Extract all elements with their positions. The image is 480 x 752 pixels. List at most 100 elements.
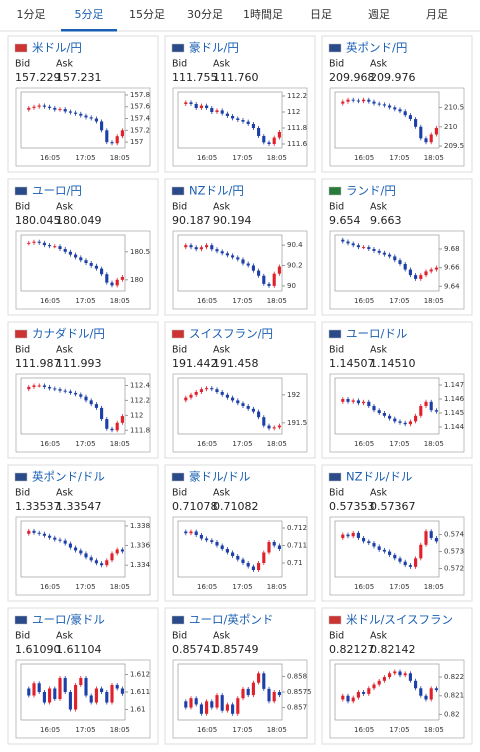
candle: [231, 397, 235, 401]
candle: [419, 544, 423, 559]
candle: [84, 115, 88, 118]
pair-name[interactable]: 豪ドル/ドル: [189, 470, 250, 484]
x-tick-label: 16:05: [40, 154, 60, 162]
candle: [115, 549, 119, 554]
pair-name[interactable]: 英ポンド/円: [346, 41, 407, 55]
tab[interactable]: 30分足: [187, 8, 223, 21]
candle: [32, 385, 36, 387]
candle: [419, 406, 423, 416]
chart-border: [172, 659, 308, 739]
x-tick-label: 16:05: [354, 154, 374, 162]
pair-name[interactable]: NZドル/円: [189, 184, 244, 198]
candle: [58, 678, 62, 699]
flag: [328, 329, 342, 339]
candle: [424, 401, 428, 406]
plot-frame: [20, 91, 126, 149]
tab[interactable]: 月足: [426, 8, 448, 21]
pair-name[interactable]: 米ドル/スイスフラン: [346, 613, 453, 627]
ask-value: 111.993: [56, 357, 102, 370]
plot-frame: [334, 91, 440, 149]
x-tick-label: 17:05: [75, 440, 95, 448]
candle: [267, 142, 271, 144]
candle: [89, 695, 93, 703]
candle: [341, 534, 345, 538]
candle: [356, 692, 360, 698]
ask-label: Ask: [213, 488, 230, 499]
candle: [205, 388, 209, 390]
tab[interactable]: 日足: [310, 8, 332, 21]
pair-name[interactable]: ユーロ/円: [32, 184, 82, 198]
candle: [184, 397, 188, 401]
tab[interactable]: 15分足: [129, 8, 165, 21]
candle: [194, 104, 198, 108]
x-tick-label: 18:05: [110, 583, 130, 591]
candle: [393, 256, 397, 261]
candle: [393, 554, 397, 559]
candle: [346, 241, 350, 244]
candle: [377, 546, 381, 550]
candle: [414, 680, 418, 689]
candle: [267, 283, 271, 286]
bid-label: Bid: [329, 59, 344, 70]
candle: [414, 558, 418, 567]
candle: [89, 557, 93, 561]
candle: [434, 537, 438, 542]
pair-name[interactable]: カナダドル/円: [32, 327, 105, 341]
x-tick-label: 18:05: [267, 297, 287, 305]
candle: [388, 254, 392, 257]
candle: [257, 563, 261, 570]
x-tick-label: 17:05: [389, 297, 409, 305]
candle: [225, 253, 229, 256]
pair-name[interactable]: 米ドル/円: [32, 41, 82, 55]
candle: [210, 540, 214, 542]
y-tick-label: 1.336: [130, 542, 151, 550]
chart-border: [329, 516, 465, 596]
y-tick-label: 0.71: [287, 559, 303, 567]
candle: [356, 245, 360, 248]
candle: [408, 115, 412, 120]
bid-value: 1.14507: [329, 357, 375, 370]
pair-name[interactable]: 英ポンド/ドル: [32, 470, 105, 484]
tab[interactable]: 1時間足: [243, 8, 283, 21]
candle: [79, 257, 83, 261]
bid-value: 0.82127: [329, 643, 375, 656]
candle: [37, 683, 41, 692]
chart-border: [15, 87, 151, 167]
y-tick-label: 111.8: [287, 124, 307, 132]
ask-label: Ask: [370, 488, 387, 499]
x-tick-label: 16:05: [40, 583, 60, 591]
candle: [42, 533, 46, 536]
candle: [100, 268, 104, 275]
candle: [189, 531, 193, 534]
ask-value: 180.049: [56, 214, 102, 227]
candle: [89, 117, 93, 119]
candle: [241, 259, 245, 264]
pair-name[interactable]: ユーロ/豪ドル: [32, 613, 105, 627]
candle: [105, 130, 109, 143]
tab[interactable]: 5分足: [75, 8, 104, 21]
candle: [262, 136, 266, 143]
candle: [382, 252, 386, 255]
chart-border: [329, 230, 465, 310]
pair-name[interactable]: ユーロ/英ポンド: [189, 613, 273, 627]
candle: [367, 688, 371, 694]
candle: [377, 103, 381, 105]
candle: [115, 422, 119, 431]
candle: [251, 265, 255, 271]
tab[interactable]: 1分足: [17, 8, 46, 21]
candle: [63, 678, 67, 692]
candle: [220, 545, 224, 549]
pair-name[interactable]: ユーロ/ドル: [346, 327, 407, 341]
chart-border: [172, 87, 308, 167]
tab[interactable]: 週足: [368, 8, 390, 21]
pair-name[interactable]: 豪ドル/円: [189, 41, 239, 55]
pair-name[interactable]: スイスフラン/円: [189, 327, 273, 341]
pair-name[interactable]: ランド/円: [346, 184, 396, 198]
y-tick-label: 1.147: [444, 381, 464, 389]
bid-value: 209.968: [329, 71, 375, 84]
y-tick-label: 0.572: [444, 565, 464, 573]
flag: [14, 472, 28, 482]
pair-name[interactable]: NZドル/ドル: [346, 470, 412, 484]
chart-border: [15, 659, 151, 739]
candle: [58, 246, 62, 249]
